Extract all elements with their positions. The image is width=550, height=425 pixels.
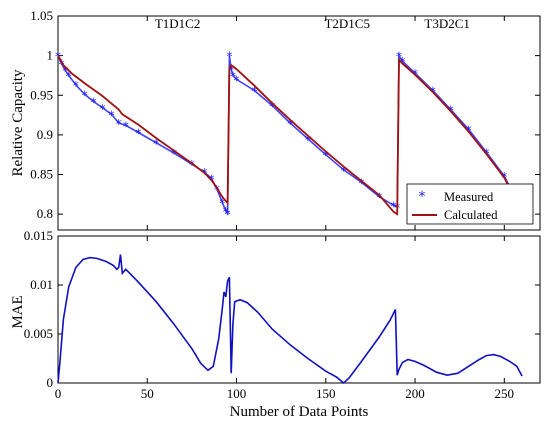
measured-point: * bbox=[323, 149, 329, 163]
measured-line bbox=[57, 52, 523, 216]
measured-point: * bbox=[66, 69, 72, 83]
measured-point: * bbox=[230, 69, 236, 83]
measured-point: * bbox=[116, 117, 122, 131]
measured-point: * bbox=[228, 63, 234, 77]
measured-point: * bbox=[109, 108, 115, 122]
series-annotation: T2D1C5 bbox=[324, 16, 370, 31]
x-tick-label: 250 bbox=[495, 386, 515, 401]
mae-line bbox=[57, 254, 523, 385]
x-tick-label: 150 bbox=[316, 386, 336, 401]
series-annotation: T3D2C1 bbox=[424, 16, 470, 31]
measured-point: * bbox=[225, 207, 231, 221]
measured-point: * bbox=[82, 88, 88, 102]
capacity-plot-area bbox=[57, 15, 541, 231]
capacity-panel: 0.8 0.85 0.9 0.95 1 1.05 T1D1C2 T2D1C5 T3D2C1 *… bbox=[10, 8, 541, 231]
measured-point: * bbox=[287, 117, 293, 131]
capacity-y-ticks: 0.8 0.85 0.9 0.95 1 1.05 bbox=[30, 8, 540, 221]
legend-item-calculated: Calculated bbox=[412, 208, 498, 222]
y-tick-label: 0.01 bbox=[30, 277, 53, 292]
legend-label-calculated: Calculated bbox=[444, 208, 498, 222]
y-tick-label: 0.85 bbox=[30, 167, 53, 182]
x-tick-label: 0 bbox=[55, 386, 62, 401]
measured-point: * bbox=[135, 127, 141, 141]
x-tick-label: 50 bbox=[141, 386, 154, 401]
y-tick-label: 0.95 bbox=[30, 87, 53, 102]
measured-point: * bbox=[73, 79, 79, 93]
y-tick-label: 0.005 bbox=[24, 326, 53, 341]
y-tick-label: 1 bbox=[47, 48, 54, 63]
measured-point: * bbox=[234, 73, 240, 87]
mae-y-axis-label: MAE bbox=[10, 295, 26, 328]
measured-point: * bbox=[305, 133, 311, 147]
calculated-line bbox=[57, 55, 523, 216]
x-tick-label: 200 bbox=[405, 386, 425, 401]
x-axis-label: Number of Data Points bbox=[230, 404, 369, 420]
y-tick-label: 0 bbox=[47, 375, 54, 390]
measured-point: * bbox=[251, 85, 257, 99]
capacity-x-ticks bbox=[57, 16, 505, 230]
measured-point: * bbox=[396, 50, 402, 64]
legend-marker-measured: * bbox=[419, 189, 426, 205]
y-tick-label: 0.9 bbox=[37, 127, 53, 142]
measured-point: * bbox=[100, 102, 106, 116]
measured-point: * bbox=[123, 119, 129, 133]
x-tick-label: 100 bbox=[227, 386, 247, 401]
measured-point: * bbox=[226, 50, 232, 64]
measured-point: * bbox=[341, 164, 347, 178]
measured-point: * bbox=[269, 100, 275, 114]
measured-point: * bbox=[62, 64, 68, 78]
legend: * Measured Calculated bbox=[406, 183, 534, 225]
y-tick-label: 0.015 bbox=[24, 228, 53, 243]
measured-point: * bbox=[376, 191, 382, 205]
y-tick-label: 0.8 bbox=[37, 206, 53, 221]
measured-point: * bbox=[189, 158, 195, 172]
mae-x-ticks: 0 50 100 150 200 250 bbox=[55, 236, 514, 401]
legend-box bbox=[406, 183, 534, 225]
mae-series bbox=[57, 254, 523, 385]
measured-point: * bbox=[214, 183, 220, 197]
legend-item-measured: * Measured bbox=[419, 189, 495, 205]
legend-label-measured: Measured bbox=[444, 190, 494, 204]
capacity-annotations: T1D1C2 T2D1C5 T3D2C1 bbox=[155, 16, 470, 31]
series-annotation: T1D1C2 bbox=[155, 16, 201, 31]
measured-point: * bbox=[153, 137, 159, 151]
capacity-y-axis-label: Relative Capacity bbox=[10, 69, 26, 177]
y-tick-label: 1.05 bbox=[30, 8, 53, 23]
measured-point: * bbox=[391, 199, 397, 213]
measured-point: * bbox=[171, 147, 177, 161]
measured-point: * bbox=[400, 55, 406, 69]
measured-point: * bbox=[59, 58, 65, 72]
mae-panel: 0 0.005 0.01 0.015 0 50 100 150 200 250 MAE Numb… bbox=[10, 228, 541, 420]
mae-y-ticks: 0 0.005 0.01 0.015 bbox=[24, 228, 540, 390]
measured-point: * bbox=[223, 205, 229, 219]
measured-point: * bbox=[91, 96, 97, 110]
measured-point: * bbox=[219, 196, 225, 210]
mae-plot-area bbox=[57, 235, 541, 384]
measured-point: * bbox=[358, 176, 364, 190]
